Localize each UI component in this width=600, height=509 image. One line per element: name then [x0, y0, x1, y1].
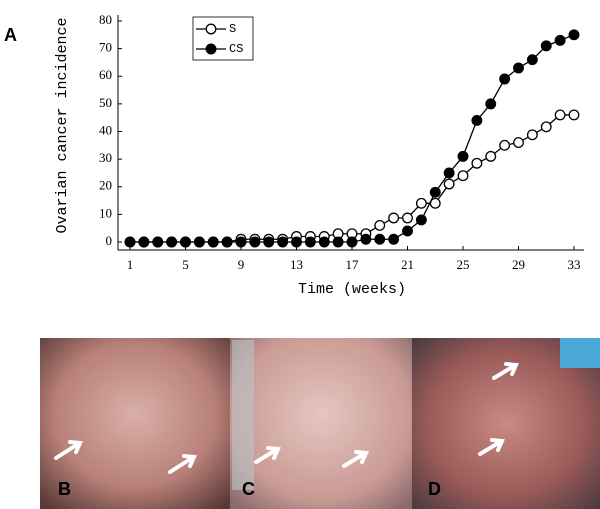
data-point — [568, 29, 580, 41]
legend-label: CS — [229, 42, 243, 56]
data-point — [568, 109, 580, 121]
legend-box — [192, 16, 254, 61]
data-point — [526, 129, 538, 141]
data-point — [415, 197, 427, 209]
y-tick-label: 30 — [99, 150, 112, 165]
data-point — [415, 214, 427, 226]
y-tick-label: 60 — [99, 67, 112, 82]
y-tick-label: 80 — [99, 12, 112, 27]
data-point — [332, 236, 344, 248]
x-tick-label: 5 — [182, 257, 189, 272]
y-tick-label: 70 — [99, 40, 112, 55]
data-point — [235, 236, 247, 248]
x-tick-label: 13 — [290, 257, 303, 272]
data-point — [138, 236, 150, 248]
data-point — [277, 236, 289, 248]
data-point — [513, 62, 524, 74]
x-tick-label: 21 — [401, 257, 414, 272]
data-point — [304, 236, 316, 248]
data-point — [526, 54, 538, 66]
photo-panels: B C D — [40, 338, 600, 509]
x-axis-title: Time (weeks) — [298, 281, 406, 298]
photo-label: B — [58, 479, 71, 499]
data-point — [263, 236, 275, 248]
data-point — [388, 212, 400, 224]
photo-c — [230, 338, 412, 509]
y-tick-label: 20 — [99, 178, 112, 193]
legend-marker — [205, 23, 217, 35]
data-point — [540, 40, 552, 52]
y-tick-label: 50 — [99, 95, 112, 110]
data-point — [471, 114, 483, 126]
y-tick-label: 0 — [106, 233, 113, 248]
data-point — [388, 233, 400, 245]
data-point — [318, 236, 330, 248]
panel-label: A — [4, 25, 17, 45]
x-tick-label: 25 — [457, 257, 470, 272]
data-point — [485, 150, 497, 162]
y-axis-title: Ovarian cancer incidence — [54, 17, 71, 233]
y-tick-label: 40 — [99, 122, 112, 137]
data-point — [180, 236, 191, 248]
series-line — [130, 34, 575, 243]
x-tick-label: 29 — [512, 257, 525, 272]
data-point — [221, 236, 233, 248]
data-point — [124, 236, 136, 248]
data-point — [513, 137, 524, 149]
x-tick-label: 17 — [346, 257, 360, 272]
data-point — [249, 236, 261, 248]
data-point — [152, 236, 164, 248]
ruler — [232, 340, 254, 490]
data-point — [485, 98, 497, 110]
data-point — [207, 236, 219, 248]
data-point — [499, 73, 511, 85]
data-point — [443, 178, 455, 190]
legend-marker — [205, 43, 217, 55]
photo-label: D — [428, 479, 441, 499]
data-point — [346, 236, 358, 248]
data-point — [429, 197, 441, 209]
data-point — [402, 212, 413, 224]
data-point — [429, 186, 441, 198]
data-point — [166, 236, 178, 248]
y-tick-label: 10 — [99, 205, 112, 220]
arrows — [54, 362, 519, 474]
data-point — [457, 150, 469, 162]
data-point — [554, 34, 566, 46]
photo-label: C — [242, 479, 255, 499]
x-tick-label: 33 — [568, 257, 581, 272]
data-point — [374, 233, 386, 245]
data-point — [402, 225, 413, 237]
data-point — [540, 121, 552, 133]
data-point — [291, 236, 302, 248]
data-point — [193, 236, 205, 248]
data-point — [374, 219, 386, 231]
legend-label: S — [229, 22, 236, 36]
x-tick-label: 9 — [238, 257, 245, 272]
data-point — [443, 167, 455, 179]
photo-d-background — [560, 338, 600, 368]
data-point — [499, 139, 511, 151]
x-tick-label: 1 — [127, 257, 134, 272]
chart: 0 10 20 30 40 50 60 70 80 1 5 9 13 17 21 25 29 33 Time (we… — [54, 12, 584, 298]
series-line — [130, 114, 574, 243]
data-point — [457, 170, 469, 182]
data-point — [360, 233, 372, 245]
photo-b — [40, 338, 230, 509]
data-point — [554, 109, 566, 121]
data-point — [471, 157, 483, 169]
